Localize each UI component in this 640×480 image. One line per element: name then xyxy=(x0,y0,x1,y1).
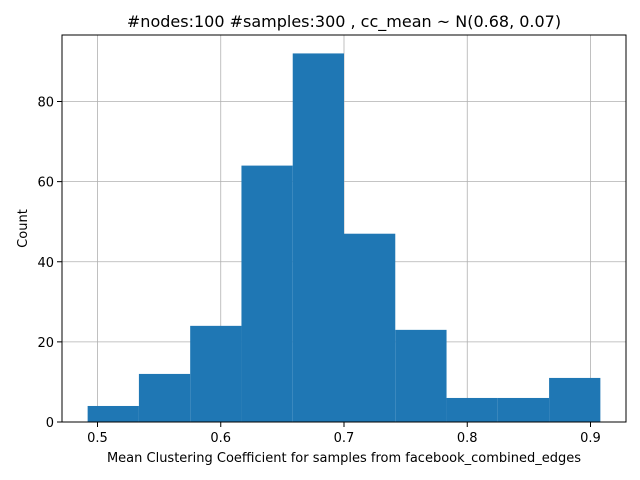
histogram-bar xyxy=(241,165,293,422)
y-tick-label: 20 xyxy=(37,336,54,351)
histogram-bar xyxy=(344,233,396,422)
y-axis-label: Count xyxy=(16,209,31,248)
y-tick-label: 40 xyxy=(37,256,54,271)
y-tick-label: 80 xyxy=(37,96,54,111)
x-axis-label: Mean Clustering Coefficient for samples … xyxy=(107,451,581,466)
x-tick-label: 0.7 xyxy=(334,431,355,446)
histogram-bar xyxy=(549,377,601,422)
histogram-bar xyxy=(446,397,498,422)
histogram-bar xyxy=(190,325,242,422)
chart-title: #nodes:100 #samples:300 , cc_mean ~ N(0.… xyxy=(127,12,561,32)
x-tick-label: 0.5 xyxy=(87,431,108,446)
histogram-bar xyxy=(292,53,344,423)
y-tick-label: 60 xyxy=(37,176,54,191)
histogram-bar xyxy=(138,373,191,422)
histogram-bar xyxy=(87,405,139,422)
histogram-bar xyxy=(395,329,447,422)
x-tick-label: 0.6 xyxy=(210,431,231,446)
histogram-bar xyxy=(497,397,550,422)
ticks: 0.5 0.6 0.7 0.8 0.9 0 20 40 60 80 xyxy=(37,96,600,446)
x-tick-label: 0.9 xyxy=(580,431,601,446)
x-tick-label: 0.8 xyxy=(457,431,478,446)
y-tick-label: 0 xyxy=(46,416,54,431)
bars xyxy=(87,53,601,423)
